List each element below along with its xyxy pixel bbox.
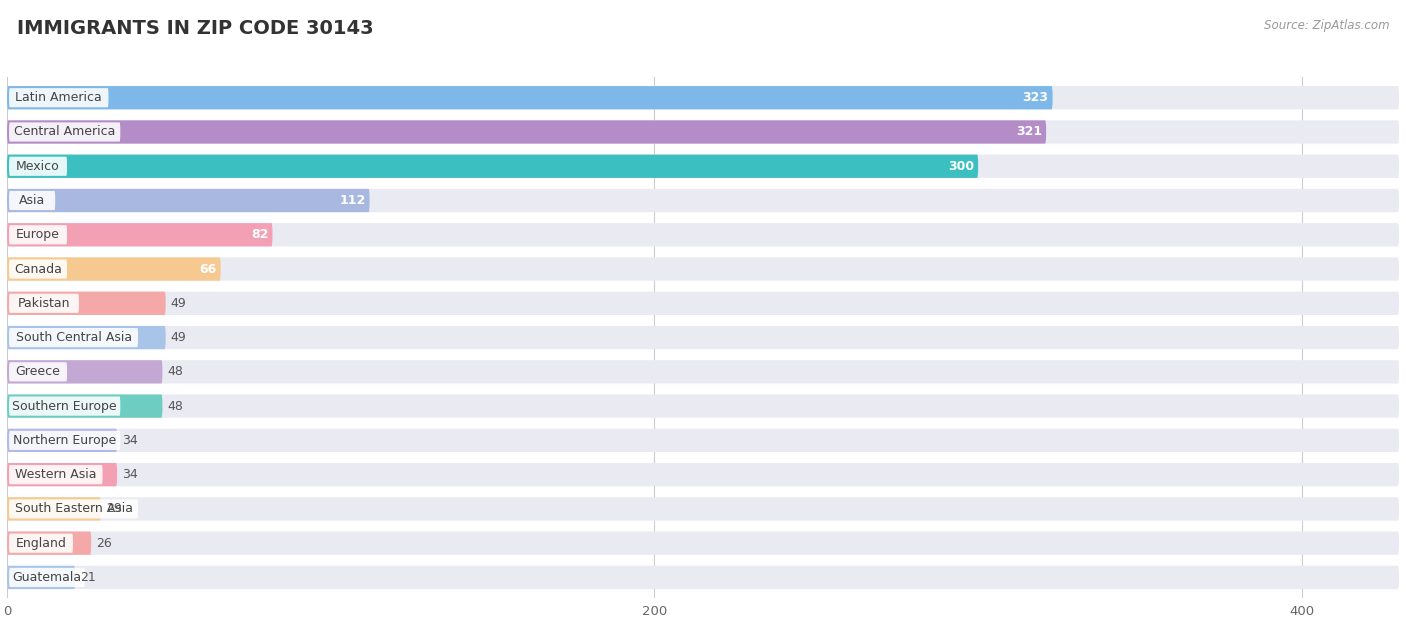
FancyBboxPatch shape	[7, 566, 75, 589]
Text: Mexico: Mexico	[17, 159, 60, 173]
FancyBboxPatch shape	[7, 189, 370, 212]
Text: 300: 300	[948, 159, 974, 173]
FancyBboxPatch shape	[7, 360, 163, 383]
FancyBboxPatch shape	[8, 465, 103, 484]
FancyBboxPatch shape	[7, 429, 117, 452]
Text: Central America: Central America	[14, 125, 115, 138]
Text: 26: 26	[96, 537, 112, 550]
FancyBboxPatch shape	[7, 532, 1399, 555]
Text: IMMIGRANTS IN ZIP CODE 30143: IMMIGRANTS IN ZIP CODE 30143	[17, 19, 374, 39]
Text: Latin America: Latin America	[15, 91, 103, 104]
FancyBboxPatch shape	[7, 120, 1046, 143]
FancyBboxPatch shape	[7, 497, 101, 521]
Text: Guatemala: Guatemala	[13, 571, 82, 584]
Text: 29: 29	[105, 502, 122, 516]
FancyBboxPatch shape	[8, 397, 121, 416]
Text: Canada: Canada	[14, 262, 62, 276]
FancyBboxPatch shape	[7, 257, 221, 281]
FancyBboxPatch shape	[7, 394, 163, 418]
FancyBboxPatch shape	[7, 154, 1399, 178]
Text: 323: 323	[1022, 91, 1049, 104]
Text: 48: 48	[167, 399, 183, 413]
Text: Asia: Asia	[20, 194, 45, 207]
FancyBboxPatch shape	[7, 532, 91, 555]
Text: 48: 48	[167, 365, 183, 378]
FancyBboxPatch shape	[8, 191, 55, 210]
Text: Source: ZipAtlas.com: Source: ZipAtlas.com	[1264, 19, 1389, 32]
FancyBboxPatch shape	[7, 360, 1399, 383]
FancyBboxPatch shape	[7, 120, 1399, 143]
FancyBboxPatch shape	[7, 223, 273, 246]
FancyBboxPatch shape	[8, 225, 67, 244]
FancyBboxPatch shape	[8, 500, 138, 518]
Text: England: England	[15, 537, 66, 550]
FancyBboxPatch shape	[8, 88, 108, 107]
FancyBboxPatch shape	[7, 394, 1399, 418]
Text: South Eastern Asia: South Eastern Asia	[14, 502, 132, 516]
FancyBboxPatch shape	[7, 326, 1399, 349]
Text: Western Asia: Western Asia	[15, 468, 97, 481]
Text: 112: 112	[339, 194, 366, 207]
Text: Southern Europe: Southern Europe	[13, 399, 117, 413]
FancyBboxPatch shape	[7, 463, 1399, 486]
FancyBboxPatch shape	[8, 122, 121, 141]
Text: 66: 66	[200, 262, 217, 276]
FancyBboxPatch shape	[7, 154, 979, 178]
Text: South Central Asia: South Central Asia	[15, 331, 132, 344]
FancyBboxPatch shape	[7, 566, 1399, 589]
FancyBboxPatch shape	[7, 429, 1399, 452]
FancyBboxPatch shape	[7, 292, 166, 315]
FancyBboxPatch shape	[8, 259, 67, 278]
FancyBboxPatch shape	[7, 292, 1399, 315]
FancyBboxPatch shape	[8, 431, 121, 450]
Text: 321: 321	[1017, 125, 1042, 138]
FancyBboxPatch shape	[8, 568, 84, 587]
Text: 49: 49	[170, 297, 187, 310]
FancyBboxPatch shape	[7, 326, 166, 349]
FancyBboxPatch shape	[7, 86, 1399, 109]
Text: Greece: Greece	[15, 365, 60, 378]
FancyBboxPatch shape	[7, 257, 1399, 281]
Text: 49: 49	[170, 331, 187, 344]
Text: Pakistan: Pakistan	[18, 297, 70, 310]
FancyBboxPatch shape	[8, 328, 138, 347]
FancyBboxPatch shape	[7, 497, 1399, 521]
FancyBboxPatch shape	[8, 157, 67, 176]
Text: Europe: Europe	[15, 228, 60, 241]
FancyBboxPatch shape	[7, 223, 1399, 246]
Text: 34: 34	[122, 468, 138, 481]
Text: 21: 21	[80, 571, 96, 584]
Text: 82: 82	[252, 228, 269, 241]
FancyBboxPatch shape	[7, 189, 1399, 212]
FancyBboxPatch shape	[8, 362, 67, 381]
FancyBboxPatch shape	[7, 86, 1053, 109]
Text: 34: 34	[122, 434, 138, 447]
FancyBboxPatch shape	[8, 294, 79, 313]
FancyBboxPatch shape	[8, 534, 73, 553]
Text: Northern Europe: Northern Europe	[13, 434, 117, 447]
FancyBboxPatch shape	[7, 463, 117, 486]
